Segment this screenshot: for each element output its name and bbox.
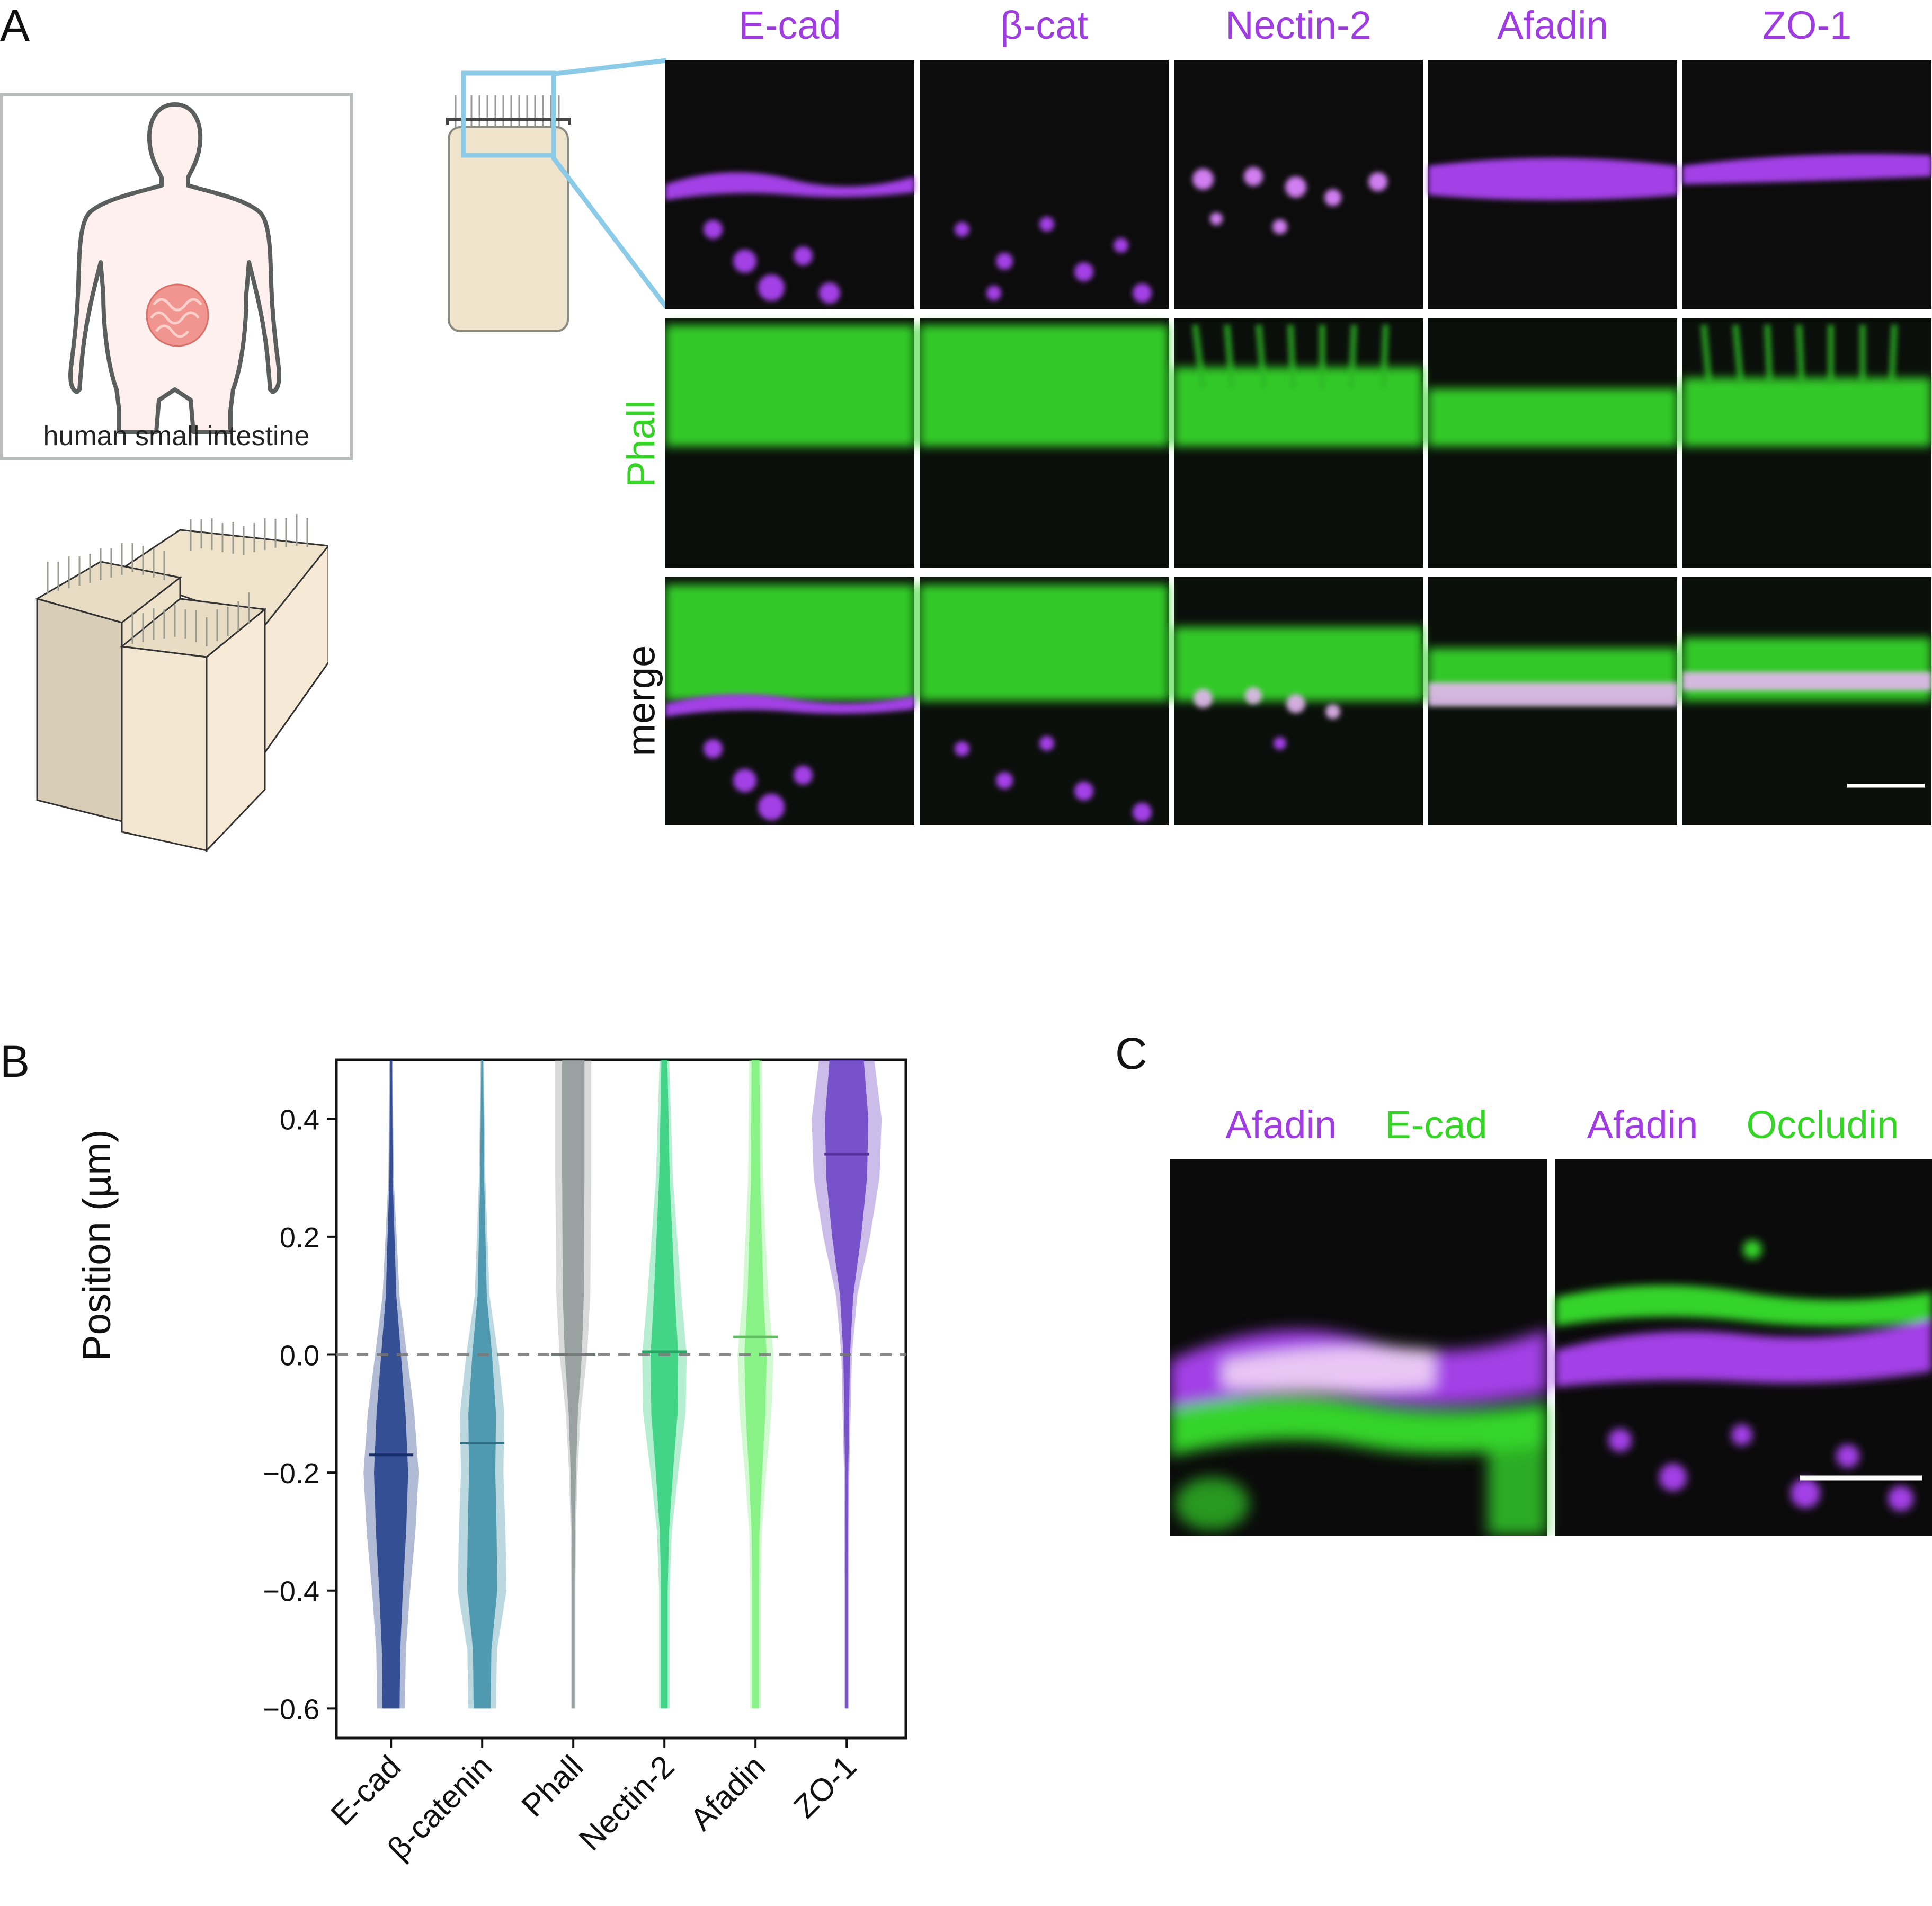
x-tick-label-0: E-cad [324, 1749, 407, 1832]
marker-ecad: E-cad [738, 3, 841, 47]
marker-zo1: ZO-1 [1762, 3, 1852, 47]
y-tick-label-1: −0.4 [263, 1576, 319, 1608]
panel-c-left-title: Afadin E-cad [1170, 1102, 1543, 1147]
microscopy-grid [665, 60, 1931, 825]
plot-frame [335, 1058, 907, 1740]
left-title-magenta: Afadin [1225, 1103, 1337, 1147]
panel-label-a: A [0, 1, 30, 50]
row-label-phall: Phall [619, 400, 663, 487]
human-body-illustration [0, 93, 353, 460]
epithelium-illustration [32, 503, 330, 858]
panel-label-b: B [0, 1036, 30, 1086]
violin-inner-0 [373, 1060, 408, 1709]
y-tick-label-3: 0.0 [280, 1340, 319, 1372]
y-tick-label-0: −0.6 [263, 1694, 319, 1725]
panel-c-right-title: Afadin Occludin [1555, 1102, 1931, 1147]
y-tick-label-2: −0.2 [263, 1458, 319, 1490]
violin-inner-4 [744, 1060, 767, 1709]
violin-inner-2 [562, 1060, 585, 1709]
panel-c-images [1170, 1159, 1932, 1536]
violin-inner-5 [825, 1060, 869, 1709]
right-title-green: Occludin [1746, 1103, 1899, 1147]
x-tick-label-5: ZO-1 [787, 1749, 863, 1825]
x-tick-label-2: Phall [515, 1749, 590, 1824]
marker-afadin: Afadin [1497, 3, 1608, 47]
cell-schematic [440, 53, 678, 339]
x-tick-label-4: Afadin [683, 1749, 772, 1838]
violin-inner-1 [467, 1060, 497, 1709]
x-tick-label-3: Nectin-2 [572, 1749, 681, 1857]
panel-label-c: C [1115, 1029, 1147, 1078]
left-title-green: E-cad [1385, 1103, 1488, 1147]
y-tick-label-4: 0.2 [280, 1222, 319, 1254]
body-caption: human small intestine [43, 421, 310, 451]
violin-inner-3 [651, 1060, 679, 1709]
marker-bcat: β-cat [1000, 3, 1088, 47]
row-label-merge: merge [619, 645, 663, 757]
marker-nectin2: Nectin-2 [1225, 3, 1372, 47]
zoom-connector-lines [551, 58, 669, 309]
y-tick-label-5: 0.4 [280, 1104, 319, 1136]
y-axis-label: Position (µm) [75, 1129, 119, 1361]
right-title-magenta: Afadin [1587, 1103, 1698, 1147]
